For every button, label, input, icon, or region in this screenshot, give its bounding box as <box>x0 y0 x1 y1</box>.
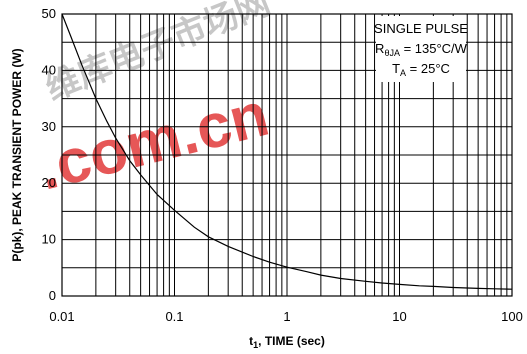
annotation-background <box>376 16 466 82</box>
annotation-line-2: RθJA = 135°C/W <box>375 41 468 58</box>
x-tick-label: 100 <box>501 309 523 324</box>
y-axis-title: P(pk), PEAK TRANSIENT POWER (W) <box>10 48 24 261</box>
annotation-line-1: SINGLE PULSE <box>374 21 468 36</box>
y-tick-label: 0 <box>49 288 56 303</box>
annotation-line-3: TA = 25°C <box>392 61 450 78</box>
y-tick-labels: 0 10 20 30 40 50 <box>42 6 56 303</box>
annotation-box: SINGLE PULSE RθJA = 135°C/W TA = 25°C <box>374 16 468 82</box>
y-tick-label: 40 <box>42 62 56 77</box>
x-tick-label: 0.1 <box>165 309 183 324</box>
x-axis-title: t1, TIME (sec) <box>249 334 325 350</box>
y-tick-label: 20 <box>42 175 56 190</box>
x-tick-label: 0.01 <box>49 309 74 324</box>
y-tick-label: 50 <box>42 6 56 21</box>
x-tick-labels: 0.01 0.1 1 10 100 <box>49 309 523 324</box>
x-tick-label: 10 <box>392 309 406 324</box>
power-curve <box>61 13 513 290</box>
gridlines <box>62 14 512 296</box>
y-tick-label: 10 <box>42 232 56 247</box>
plot-frame <box>61 13 513 297</box>
x-tick-label: 1 <box>283 309 290 324</box>
y-tick-label: 30 <box>42 119 56 134</box>
